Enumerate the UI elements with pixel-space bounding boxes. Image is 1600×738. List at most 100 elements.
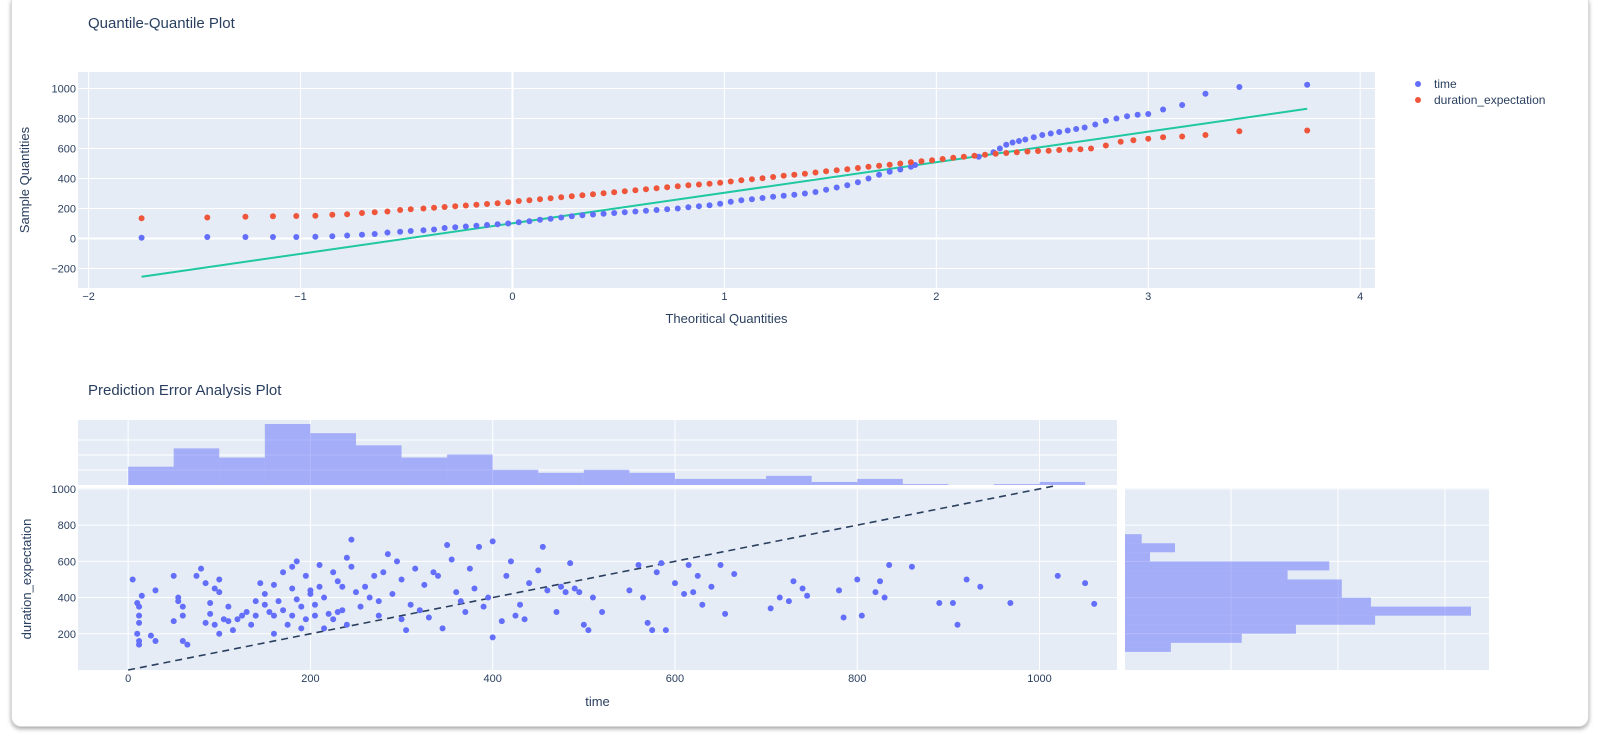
qq-time-point [642,207,649,214]
qq-duration-point [1013,149,1020,156]
qq-time-point [632,208,639,215]
pe-point [1007,599,1014,606]
pe-point [198,565,205,572]
pe-point [544,587,551,594]
qq-duration-point [269,213,276,220]
pe-top-hist-bar [173,448,220,485]
qq-time-point [462,223,469,230]
pe-point [225,618,232,625]
pe-title: Prediction Error Analysis Plot [88,382,282,399]
pe-point [280,607,287,614]
qq-time-point [1064,127,1071,134]
pe-point [321,625,328,632]
pe-point [785,598,792,605]
pe-point [535,567,542,574]
qq-title: Quantile-Quantile Plot [88,15,236,32]
pe-y-tick-label: 200 [58,629,76,641]
qq-time-point [494,221,501,228]
pe-point [858,612,865,619]
qq-duration-point [770,174,777,180]
qq-duration-point [397,207,404,213]
pe-point [407,601,414,608]
pe-point [977,583,984,590]
qq-time-point [695,203,702,210]
pe-point [352,589,359,596]
qq-time-point [505,220,512,227]
pe-point [498,618,505,625]
qq-time-point [791,191,798,198]
pe-top-hist-bar [766,475,812,485]
qq-time-point [600,210,607,217]
pe-point [170,572,177,579]
pe-right-hist-bar [1125,570,1288,580]
pe-top-hist-bar [674,478,721,485]
qq-time-point [621,209,628,216]
pe-point [553,609,560,616]
pe-point [375,598,382,605]
qq-time-point [431,226,438,233]
pe-point [694,572,701,579]
pe-point [567,560,574,567]
pe-point [216,630,223,637]
pe-point [384,551,391,558]
qq-time-point [717,200,724,207]
qq-duration-point [600,190,607,197]
pe-point [512,612,519,619]
qq-duration-point [759,175,766,182]
pe-point [129,576,136,583]
pe-point [804,592,811,599]
qq-time-point [1003,141,1010,148]
qq-duration-point [812,169,819,176]
pe-point [503,572,510,579]
pe-point [179,638,186,645]
qq-time-point [801,190,808,197]
pe-point [261,601,268,608]
pe-point [179,612,186,619]
legend-item-time[interactable]: time [1415,77,1457,91]
pe-point [881,594,888,601]
qq-duration-point [384,208,391,215]
qq-duration-point [674,183,681,190]
pe-point [599,609,606,616]
qq-duration-point [1179,133,1186,140]
pe-point [330,569,337,576]
pe-point [179,603,186,610]
pe-point [626,587,633,594]
pe-top-hist-bar [219,457,265,485]
pe-point [649,627,656,634]
pe-top-histogram [128,424,1086,485]
pe-top-hist-bar [629,472,675,485]
qq-duration-point [939,156,946,162]
pe-point [307,590,314,597]
qq-time-point [1113,115,1120,122]
qq-time-point [812,189,819,195]
pe-point [471,585,478,592]
qq-time-point [1015,138,1022,144]
qq-duration-point [801,170,808,177]
pe-point [653,569,660,576]
qq-x-tick-label: 4 [1357,291,1363,303]
qq-time-point [537,216,544,223]
qq-duration-series [138,127,1311,222]
qq-duration-point [484,201,491,207]
pe-point [489,538,496,545]
qq-duration-point [537,196,544,203]
pe-right-hist-bar [1125,588,1342,598]
pe-point [266,609,273,616]
pe-point [362,583,369,590]
qq-duration-point [589,191,596,198]
pe-point [243,609,250,616]
pe-point [662,627,669,634]
legend-item-duration-expectation[interactable]: duration_expectation [1415,93,1545,107]
qq-y-tick-label: 400 [58,174,76,186]
qq-time-series [138,81,1311,241]
pe-point [671,580,678,587]
pe-point [334,609,341,616]
pe-tick-labels: 0 200 400 600 800 1000 200 400 600 800 1000 [52,484,1052,685]
qq-x-tick-label: 3 [1145,291,1151,303]
qq-y-tick-label: 200 [58,204,76,216]
qq-duration-point [1088,145,1095,152]
pe-point [316,583,323,590]
pe-top-hist-bar [857,478,903,485]
pe-right-hist-bar [1125,633,1242,643]
